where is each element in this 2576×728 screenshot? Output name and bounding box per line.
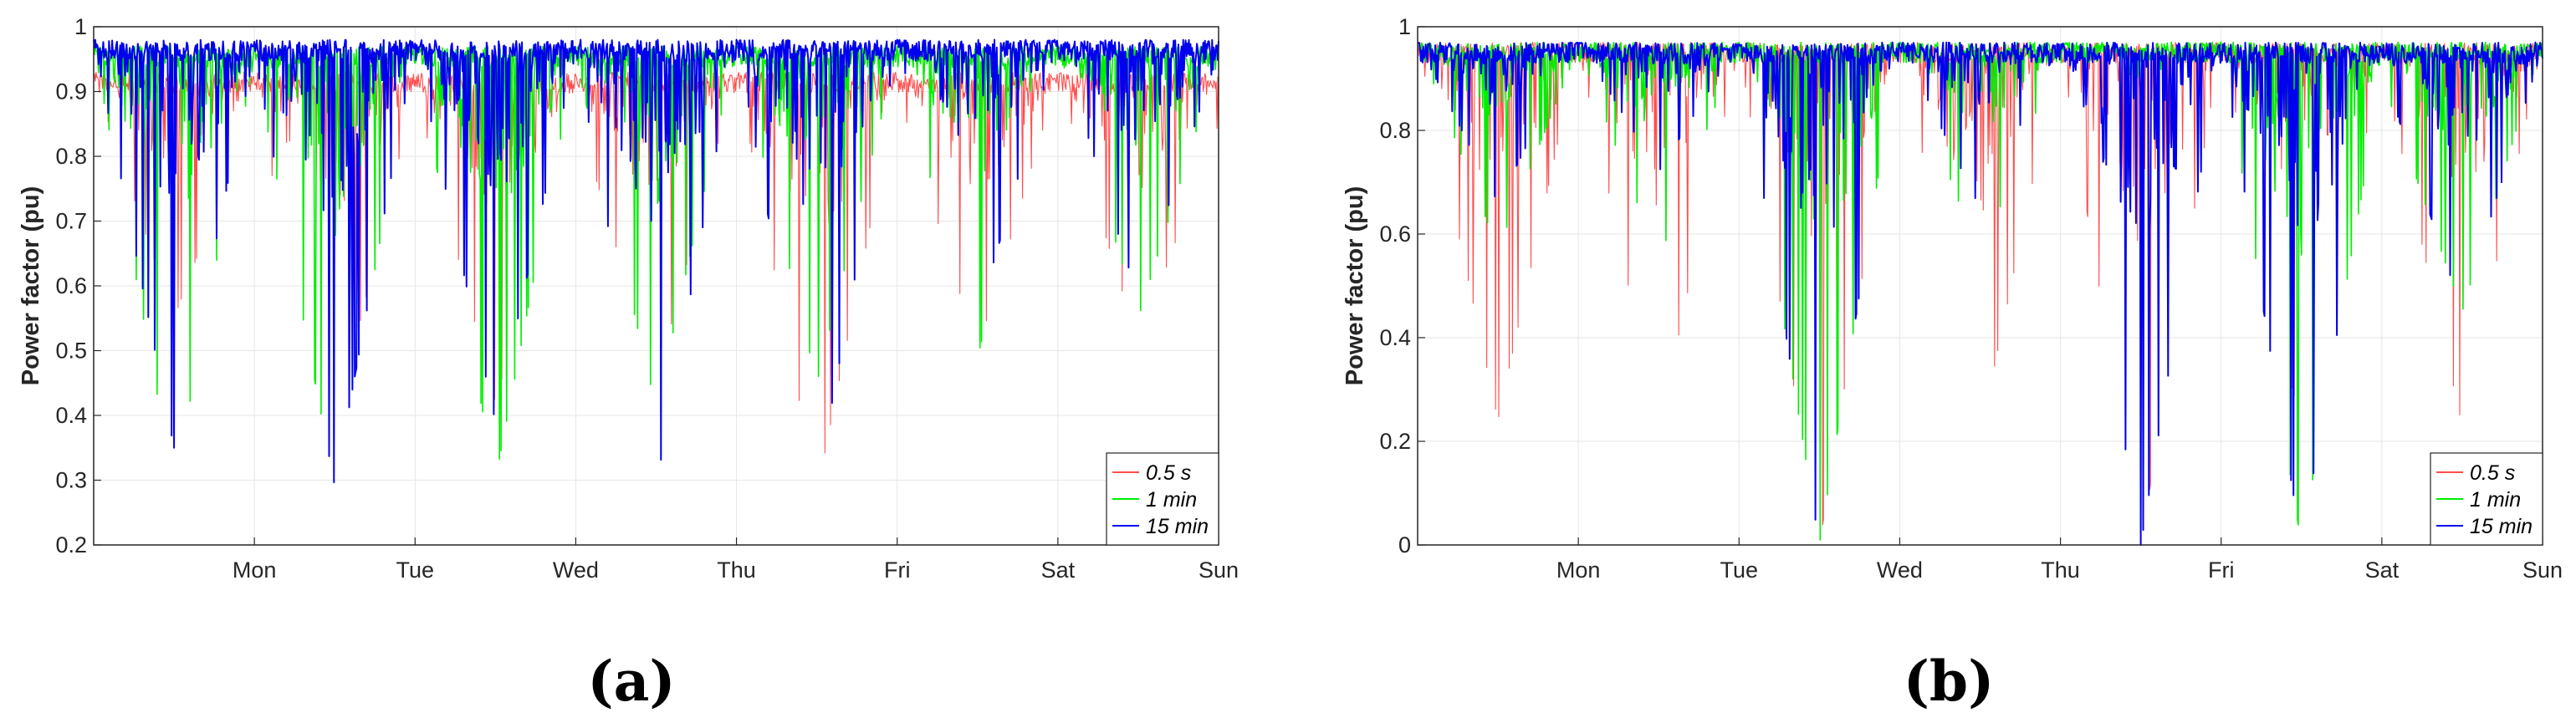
tick-label-y-b-2: 0.4	[1379, 325, 1411, 350]
caption-a: (a)	[587, 649, 675, 714]
tick-label-x-a-6: Sun	[1199, 557, 1239, 583]
tick-label-y-b-4: 0.8	[1379, 118, 1411, 143]
y-ticks-a: 0.2 0.3 0.4 0.5 0.6 0.7 0.8 0.9 1	[55, 14, 101, 557]
series-group-b	[1417, 41, 2543, 546]
legend-a: 0.5 s 1 min 15 min	[1106, 452, 1219, 546]
chart-panel-b: 0 0.2 0.4 0.6 0.8 1 Mon Tue Wed Thu Fri Sat Sun Pow…	[1342, 14, 2563, 714]
legend-label-a-2: 15 min	[1146, 515, 1209, 538]
y-ticks-b: 0 0.2 0.4 0.6 0.8 1	[1379, 14, 1425, 557]
tick-label-y-a-1: 0.3	[55, 468, 87, 493]
series-line-b-15-min	[1417, 41, 2543, 546]
tick-label-x-b-1: Tue	[1720, 557, 1759, 583]
tick-label-y-a-6: 0.8	[55, 144, 87, 169]
tick-label-y-a-7: 0.9	[55, 79, 87, 104]
legend-label-a-0: 0.5 s	[1146, 461, 1191, 485]
series-line-a-15-min	[93, 38, 1219, 484]
tick-label-x-a-1: Tue	[396, 557, 435, 583]
tick-label-x-a-5: Sat	[1041, 557, 1076, 583]
tick-label-x-b-4: Fri	[2208, 557, 2234, 583]
tick-label-x-b-3: Thu	[2041, 557, 2080, 583]
x-ticks-b: Mon Tue Wed Thu Fri Sat Sun	[1556, 537, 2563, 583]
legend-label-b-2: 15 min	[2470, 515, 2533, 538]
tick-label-x-b-2: Wed	[1877, 557, 1923, 583]
tick-label-y-b-5: 1	[1398, 14, 1411, 39]
y-axis-label-b: Power factor (pu)	[1342, 186, 1368, 385]
tick-label-x-b-0: Mon	[1556, 557, 1601, 583]
tick-label-y-a-2: 0.4	[55, 403, 87, 428]
tick-label-x-a-0: Mon	[233, 557, 277, 583]
tick-label-y-b-3: 0.6	[1379, 221, 1411, 247]
tick-label-y-a-5: 0.7	[55, 209, 87, 234]
y-axis-label-a: Power factor (pu)	[18, 186, 44, 385]
tick-label-y-a-3: 0.5	[55, 339, 87, 364]
series-group-a	[93, 38, 1219, 484]
plot-frame-b	[1417, 26, 2543, 546]
tick-label-x-b-6: Sun	[2522, 557, 2563, 583]
caption-b: (b)	[1904, 649, 1995, 714]
tick-label-x-b-5: Sat	[2365, 557, 2400, 583]
chart-panel-a: 0.2 0.3 0.4 0.5 0.6 0.7 0.8 0.9 1 Mon Tue Wed Thu Fr…	[18, 14, 1239, 714]
tick-label-y-a-0: 0.2	[55, 532, 87, 557]
tick-label-x-a-2: Wed	[553, 557, 599, 583]
legend-label-a-1: 1 min	[1146, 488, 1197, 512]
legend-label-b-1: 1 min	[2470, 488, 2521, 512]
x-ticks-a: Mon Tue Wed Thu Fri Sat Sun	[233, 537, 1239, 583]
tick-label-x-a-4: Fri	[884, 557, 910, 583]
tick-label-y-b-1: 0.2	[1379, 429, 1411, 454]
legend-label-b-0: 0.5 s	[2470, 461, 2515, 485]
tick-label-y-b-0: 0	[1398, 532, 1411, 557]
tick-label-y-a-4: 0.6	[55, 273, 87, 298]
tick-label-y-a-8: 1	[74, 14, 87, 39]
legend-b: 0.5 s 1 min 15 min	[2430, 452, 2543, 546]
tick-label-x-a-3: Thu	[717, 557, 756, 583]
